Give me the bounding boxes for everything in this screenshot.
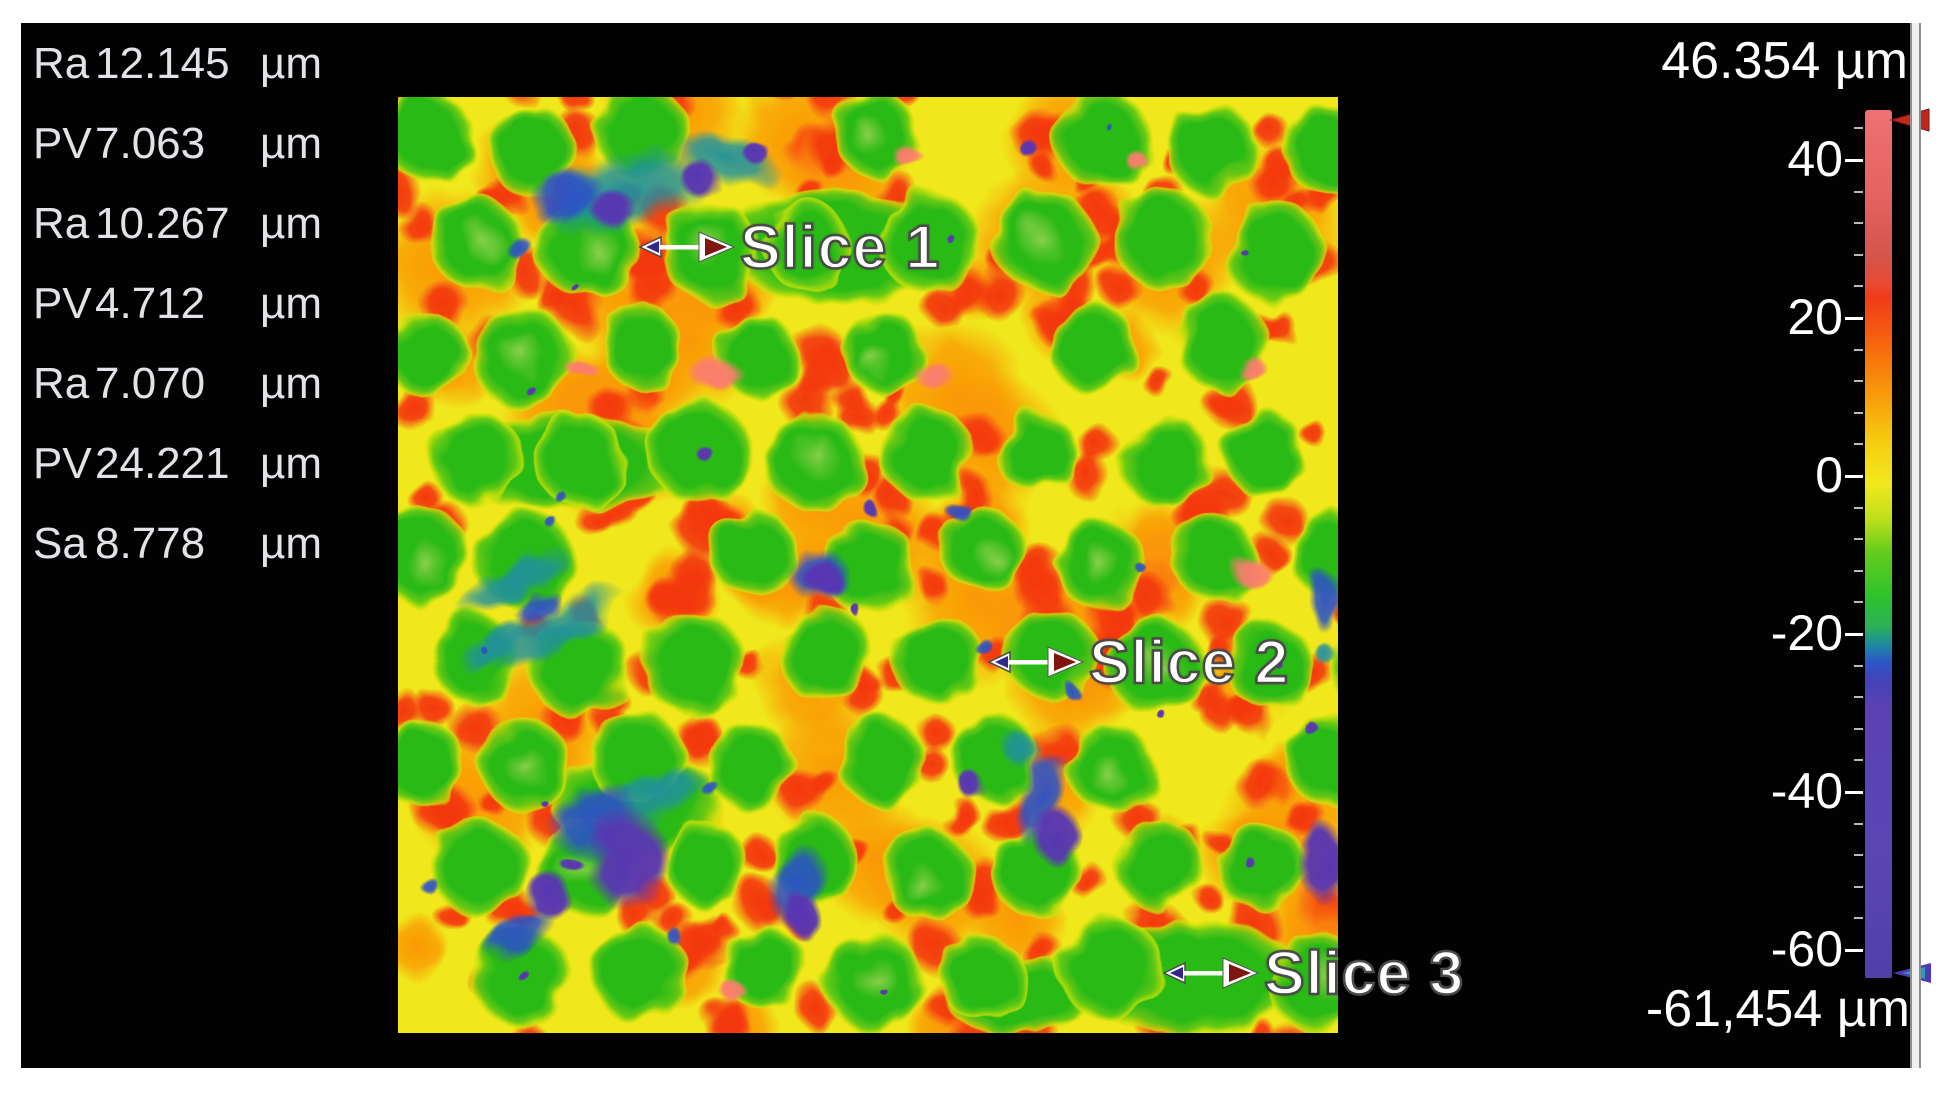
colorbar-minor-tick: [1854, 348, 1863, 351]
measurement-param: Sa: [33, 519, 87, 568]
heightmap-image: [398, 97, 1338, 1033]
colorbar-major-tick: [1845, 949, 1863, 952]
measurement-unit: µm: [260, 199, 323, 248]
colorbar-minor-tick: [1854, 727, 1863, 730]
colorbar-minor-tick: [1854, 696, 1863, 699]
measurement-param: Ra: [33, 199, 90, 248]
colorbar-minor-tick: [1854, 601, 1863, 604]
measurement-value: 12.145: [95, 39, 230, 88]
measurement-param: Ra: [33, 39, 90, 88]
measurement-row: Ra 10.267 µm: [33, 199, 322, 255]
colorbar-minor-tick: [1854, 854, 1863, 857]
measurement-value: 24.221: [95, 439, 230, 488]
measurement-unit: µm: [260, 119, 323, 168]
measurement-param: PV: [33, 119, 92, 168]
colorbar-minor-tick: [1854, 538, 1863, 541]
colorbar-minor-tick: [1854, 253, 1863, 256]
scale-max-label: 46.354 µm: [1661, 32, 1908, 90]
scale-min-label: -61,454 µm: [1645, 980, 1910, 1038]
analysis-panel: Ra 12.145 µm PV7.063 µm Ra 10.267 µm PV4.712 µ…: [21, 23, 1931, 1068]
measurement-value: 4.712: [95, 279, 206, 328]
colorbar-minor-tick: [1854, 190, 1863, 193]
slice-arrow-icon: [987, 646, 1085, 678]
colorbar-major-tick: [1845, 159, 1863, 162]
colorbar-minor-tick: [1854, 411, 1863, 414]
colorbar-minor-tick: [1854, 664, 1863, 667]
measurement-unit: µm: [260, 39, 323, 88]
colorbar-minor-tick: [1854, 380, 1863, 383]
colorbar-minor-tick: [1854, 885, 1863, 888]
measurement-unit: µm: [260, 359, 323, 408]
measurement-row: Sa 8.778 µm: [33, 519, 322, 575]
colorbar-minor-tick: [1854, 285, 1863, 288]
colorbar-minor-tick: [1854, 506, 1863, 509]
measurement-param: PV: [33, 279, 92, 328]
colorbar-major-tick: [1845, 475, 1863, 478]
slice-label: Slice 3: [1263, 939, 1465, 1007]
slice-marker[interactable]: Slice 3: [1162, 939, 1465, 1007]
slice-label: Slice 2: [1088, 628, 1290, 696]
slice-marker[interactable]: Slice 2: [987, 628, 1290, 696]
colorbar-tick-label: -40: [1770, 763, 1843, 819]
measurement-unit: µm: [260, 519, 323, 568]
colorbar-minor-tick: [1854, 222, 1863, 225]
colorbar-tick-label: 0: [1815, 447, 1843, 503]
colorbar-minor-tick: [1854, 443, 1863, 446]
slice-arrow-icon: [1162, 957, 1260, 989]
measurement-value: 8.778: [95, 519, 206, 568]
colorbar-minor-tick: [1854, 127, 1863, 130]
colorbar-major-tick: [1845, 633, 1863, 636]
colorbar-minor-tick: [1854, 759, 1863, 762]
colorbar-tick-label: -20: [1770, 605, 1843, 661]
measurement-unit: µm: [260, 279, 323, 328]
colorbar-tick-label: -60: [1770, 921, 1843, 977]
measurement-value: 10.267: [95, 199, 230, 248]
colorbar-tick-label: 40: [1787, 131, 1843, 187]
measurement-value: 7.063: [95, 119, 206, 168]
measurement-row: Ra 12.145 µm: [33, 39, 322, 95]
measurement-param: PV: [33, 439, 92, 488]
measurement-row: Ra 7.070 µm: [33, 359, 322, 415]
colorbar-major-tick: [1845, 791, 1863, 794]
measurement-param: Ra: [33, 359, 90, 408]
colorbar-tick-label: 20: [1787, 289, 1843, 345]
colorbar-minor-tick: [1854, 822, 1863, 825]
colorbar-major-tick: [1845, 317, 1863, 320]
measurement-row: PV24.221 µm: [33, 439, 322, 495]
colorbar-gradient: [1865, 110, 1892, 978]
scrollbar[interactable]: [1910, 23, 1921, 1068]
slice-marker[interactable]: Slice 1: [638, 213, 941, 281]
surface-heightmap: [398, 97, 1338, 1033]
slice-label: Slice 1: [739, 213, 941, 281]
colorbar-minor-tick: [1854, 917, 1863, 920]
measurement-value: 7.070: [95, 359, 206, 408]
measurement-unit: µm: [260, 439, 323, 488]
colorbar-minor-tick: [1854, 569, 1863, 572]
measurement-row: PV4.712 µm: [33, 279, 322, 335]
measurement-row: PV7.063 µm: [33, 119, 322, 175]
slice-arrow-icon: [638, 231, 736, 263]
